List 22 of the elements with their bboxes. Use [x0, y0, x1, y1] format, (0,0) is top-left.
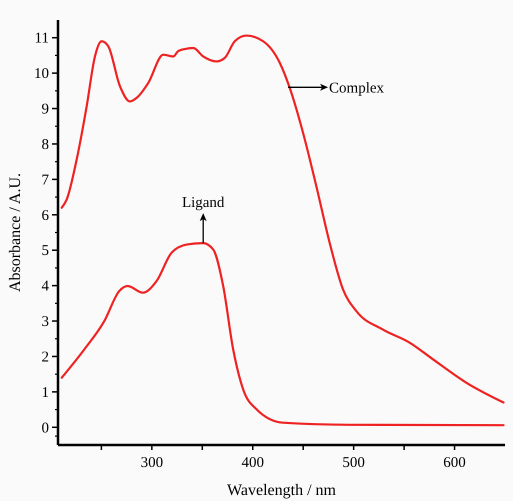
x-axis-title: Wavelength / nm	[227, 482, 337, 499]
y-tick-label: 8	[42, 136, 49, 153]
y-tick-label: 7	[42, 172, 50, 188]
x-tick-label: 500	[342, 455, 365, 471]
annotation: Ligand	[182, 195, 225, 212]
y-tick-label: 6	[42, 208, 50, 224]
x-tick-label: 600	[443, 455, 466, 471]
y-tick-label: 10	[34, 66, 49, 82]
x-tick-label: 300	[140, 455, 164, 471]
y-tick-label: 3	[42, 314, 49, 330]
y-tick-label: 4	[42, 278, 50, 295]
x-tick-label: 400	[241, 455, 264, 471]
y-tick-label: 1	[42, 384, 49, 401]
y-tick-label: 2	[42, 349, 49, 366]
y-tick-label: 11	[34, 30, 49, 47]
y-axis-title: Absorbance / A.U.	[7, 172, 24, 292]
line-series	[60, 242, 505, 426]
y-tick-label: 9	[42, 102, 49, 118]
y-tick-label: 0	[42, 420, 49, 436]
line-series	[60, 34, 505, 404]
y-tick-label: 5	[42, 243, 49, 260]
annotation: Complex	[329, 80, 385, 96]
